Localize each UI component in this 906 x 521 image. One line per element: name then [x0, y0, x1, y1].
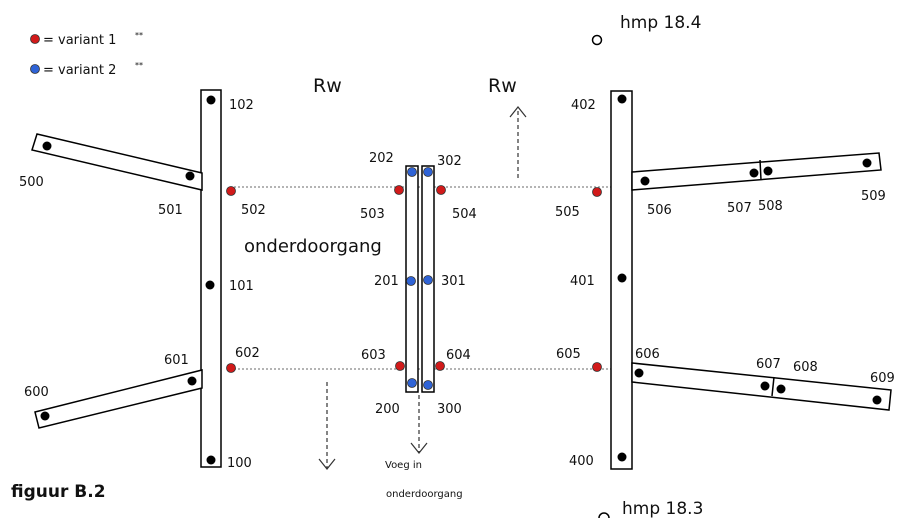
point-504: [436, 185, 446, 195]
point-608: [776, 384, 786, 394]
point-500: [42, 141, 52, 151]
label-508: 508: [758, 199, 783, 214]
point-300: [423, 380, 433, 390]
label-505: 505: [555, 205, 580, 220]
point-609: [872, 395, 882, 405]
legend-variant2-sup: **: [135, 61, 143, 70]
underpass-label: onderdoorgang: [244, 236, 382, 257]
reference-lines: [230, 186, 611, 370]
label-506: 506: [647, 203, 672, 218]
right-lower-wing-joint: [771, 376, 775, 397]
point-507: [749, 168, 759, 178]
point-506: [640, 176, 650, 186]
point-100: [206, 455, 216, 465]
label-602: 602: [235, 346, 260, 361]
label-400: 400: [569, 454, 594, 469]
figure-caption: figuur B.2: [11, 482, 106, 502]
label-608: 608: [793, 360, 818, 375]
legend-blue-marker: [30, 64, 40, 74]
label-509: 509: [861, 189, 886, 204]
point-401: [617, 273, 627, 283]
label-300: 300: [437, 402, 462, 417]
label-503: 503: [360, 207, 385, 222]
point-202: [407, 167, 417, 177]
point-607: [760, 381, 770, 391]
point-400: [617, 452, 627, 462]
joint-label-line2: onderdoorgang: [386, 489, 463, 500]
point-604: [435, 361, 445, 371]
label-101: 101: [229, 279, 254, 294]
left-lower-wing-beam: [34, 369, 203, 429]
label-601: 601: [164, 353, 189, 368]
legend-variant1-sup: **: [135, 31, 143, 40]
label-201: 201: [374, 274, 399, 289]
label-501: 501: [158, 203, 183, 218]
point-508: [763, 166, 773, 176]
point-601: [187, 376, 197, 386]
label-402: 402: [571, 98, 596, 113]
right-upper-wing-joint: [759, 159, 762, 181]
point-301: [423, 275, 433, 285]
hmp-top-marker: [591, 34, 603, 46]
point-200: [407, 378, 417, 388]
label-507: 507: [727, 201, 752, 216]
label-500: 500: [19, 175, 44, 190]
label-301: 301: [441, 274, 466, 289]
left-main-beam: [200, 89, 222, 468]
point-600: [40, 411, 50, 421]
point-505: [592, 187, 602, 197]
joint-label-line1: Voeg in: [385, 460, 422, 471]
arrows: [318, 106, 527, 470]
hmp-bottom-label: hmp 18.3: [622, 499, 703, 519]
label-502: 502: [241, 203, 266, 218]
label-609: 609: [870, 371, 895, 386]
point-302: [423, 167, 433, 177]
point-101: [205, 280, 215, 290]
hmp-bottom-marker: [598, 512, 610, 519]
label-603: 603: [361, 348, 386, 363]
black-points: [40, 94, 882, 465]
legend: = variant 1 ** = variant 2 **: [30, 31, 143, 78]
point-501: [185, 171, 195, 181]
left-upper-wing-beam: [31, 133, 203, 191]
label-401: 401: [570, 274, 595, 289]
point-509: [862, 158, 872, 168]
legend-red-marker: [30, 34, 40, 44]
rw-right-label: Rw: [488, 75, 517, 97]
legend-variant1-label: = variant 1: [43, 33, 116, 48]
point-602: [226, 363, 236, 373]
arrow-joint-head: [410, 442, 428, 454]
label-302: 302: [437, 154, 462, 169]
label-606: 606: [635, 347, 660, 362]
label-200: 200: [375, 402, 400, 417]
blue-points: [406, 167, 433, 390]
point-402: [617, 94, 627, 104]
arrow-up-head: [509, 106, 527, 118]
legend-variant2-label: = variant 2: [43, 63, 116, 78]
label-202: 202: [369, 151, 394, 166]
rw-left-label: Rw: [313, 75, 342, 97]
label-605: 605: [556, 347, 581, 362]
point-603: [395, 361, 405, 371]
label-102: 102: [229, 98, 254, 113]
label-100: 100: [227, 456, 252, 471]
hmp-top-label: hmp 18.4: [620, 13, 701, 33]
point-605: [592, 362, 602, 372]
label-600: 600: [24, 385, 49, 400]
point-labels: 102 101 100 202 302 201 301 200 300 402 …: [19, 98, 895, 471]
label-604: 604: [446, 348, 471, 363]
point-503: [394, 185, 404, 195]
label-607: 607: [756, 357, 781, 372]
point-102: [206, 95, 216, 105]
label-504: 504: [452, 207, 477, 222]
point-201: [406, 276, 416, 286]
point-606: [634, 368, 644, 378]
arrow-down-left-head: [318, 458, 336, 470]
point-502: [226, 186, 236, 196]
red-points: [226, 185, 602, 373]
